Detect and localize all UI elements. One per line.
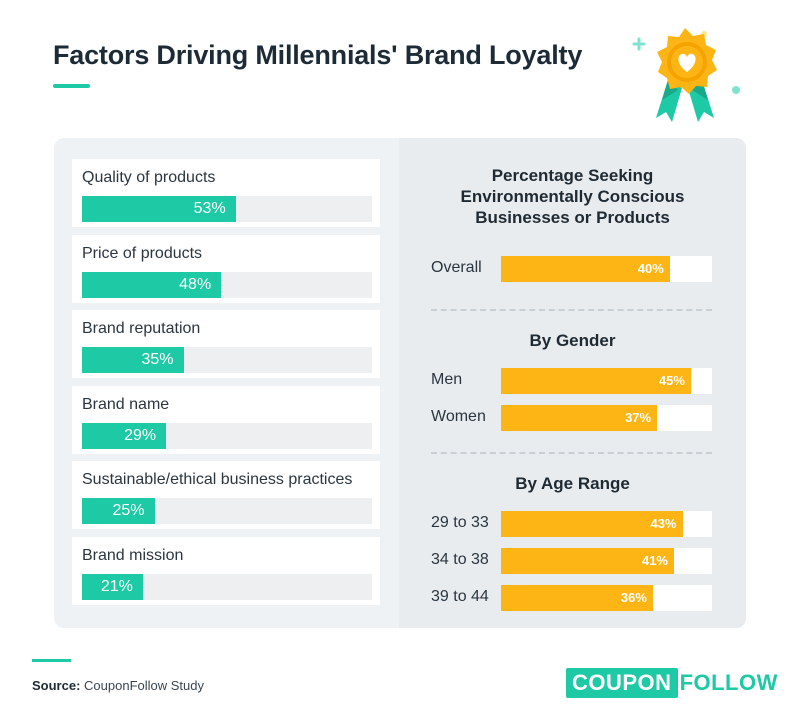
factor-bar: 25%: [82, 498, 155, 524]
env-chart-title-line2: Environmentally Conscious: [460, 187, 685, 206]
section-divider: [431, 452, 712, 454]
env-row-label: 29 to 33: [431, 514, 489, 531]
factor-bar: 21%: [82, 573, 143, 600]
env-chart-title-line3: Businesses or Products: [475, 208, 670, 227]
factor-card: Brand mission 21%: [72, 536, 380, 605]
env-value-label: 45%: [658, 373, 685, 388]
logo-boxed-text: COUPON: [566, 668, 678, 698]
factor-bar-track: 21%: [82, 573, 372, 600]
factor-card: Sustainable/ethical business practices 25…: [72, 461, 380, 529]
env-bar-track: 43%: [501, 511, 712, 537]
factor-label: Brand name: [82, 395, 170, 413]
env-row: 29 to 33 43%: [431, 511, 712, 537]
factor-bar-track: 48%: [82, 271, 372, 298]
couponfollow-logo: COUPON FOLLOW: [566, 668, 778, 698]
factor-bar: 53%: [82, 196, 236, 222]
factor-value-label: 53%: [193, 200, 226, 217]
source-underline: [32, 659, 71, 662]
env-bar-track: 37%: [501, 405, 712, 431]
factor-bar-track: 53%: [82, 196, 372, 222]
source-text: CouponFollow Study: [84, 678, 204, 693]
env-value-label: 36%: [620, 590, 647, 605]
factor-label: Quality of products: [82, 169, 216, 186]
env-chart-title-line1: Percentage Seeking: [491, 166, 654, 185]
env-bar: 45%: [501, 368, 691, 394]
env-row: Overall 40%: [431, 256, 712, 282]
factor-bar: 29%: [82, 422, 167, 449]
factor-value-label: 29%: [124, 426, 157, 444]
page-title: Factors Driving Millennials' Brand Loyal…: [53, 40, 583, 70]
env-bar-track: 36%: [501, 585, 712, 611]
env-row: Men 45%: [431, 368, 712, 394]
factor-bar-track: 25%: [82, 498, 372, 524]
env-value-label: 41%: [641, 553, 668, 568]
env-value-label: 43%: [650, 516, 677, 531]
env-chart-title: Percentage Seeking Environmentally Consc…: [399, 165, 746, 228]
factor-value-label: 48%: [179, 275, 212, 293]
factor-card: Price of products 48%: [72, 234, 380, 303]
env-row-label: Women: [431, 408, 486, 425]
env-bar-track: 45%: [501, 368, 712, 394]
factor-card: Brand name 29%: [72, 385, 380, 454]
logo-plain-text: FOLLOW: [679, 670, 778, 695]
source-note: Source: CouponFollow Study: [32, 678, 204, 693]
factor-value-label: 25%: [112, 502, 145, 519]
award-ribbon-heart-icon: [632, 28, 740, 122]
env-bar-track: 41%: [501, 548, 712, 574]
loyalty-factors-chart: Quality of products 53% Price of products 4…: [72, 159, 380, 612]
env-value-label: 40%: [637, 261, 664, 276]
env-row-label: Overall: [431, 259, 482, 276]
group-heading: By Age Range: [515, 474, 630, 493]
factor-label: Brand mission: [82, 546, 184, 564]
env-row: Women 37%: [431, 405, 712, 431]
factor-card: Quality of products 53%: [72, 159, 380, 227]
factor-label: Brand reputation: [82, 320, 201, 337]
source-label: Source:: [32, 678, 81, 693]
section-divider: [431, 309, 712, 311]
env-row-label: Men: [431, 371, 463, 388]
factor-bar-track: 29%: [82, 422, 372, 449]
factor-bar: 48%: [82, 271, 222, 298]
title-underline: [53, 84, 90, 88]
factor-label: Price of products: [82, 244, 203, 262]
factor-bar: 35%: [82, 347, 184, 373]
group-heading: By Gender: [529, 331, 616, 350]
env-value-label: 37%: [625, 410, 652, 425]
env-row: 39 to 44 36%: [431, 585, 712, 611]
env-row: 34 to 38 41%: [431, 548, 712, 574]
factor-bar-track: 35%: [82, 347, 372, 373]
chart-panel: Quality of products 53% Price of products 4…: [54, 138, 746, 628]
env-row-label: 39 to 44: [431, 588, 489, 605]
env-bar: 37%: [501, 405, 658, 431]
factor-card: Brand reputation 35%: [72, 310, 380, 378]
env-bar: 36%: [501, 585, 653, 611]
factor-value-label: 35%: [141, 351, 174, 368]
factor-value-label: 21%: [100, 577, 133, 595]
env-bar: 41%: [501, 548, 674, 574]
env-bar: 40%: [501, 256, 670, 282]
env-bar-track: 40%: [501, 256, 712, 282]
env-row-label: 34 to 38: [431, 551, 489, 568]
env-bar: 43%: [501, 511, 683, 537]
factor-label: Sustainable/ethical business practices: [82, 471, 353, 488]
